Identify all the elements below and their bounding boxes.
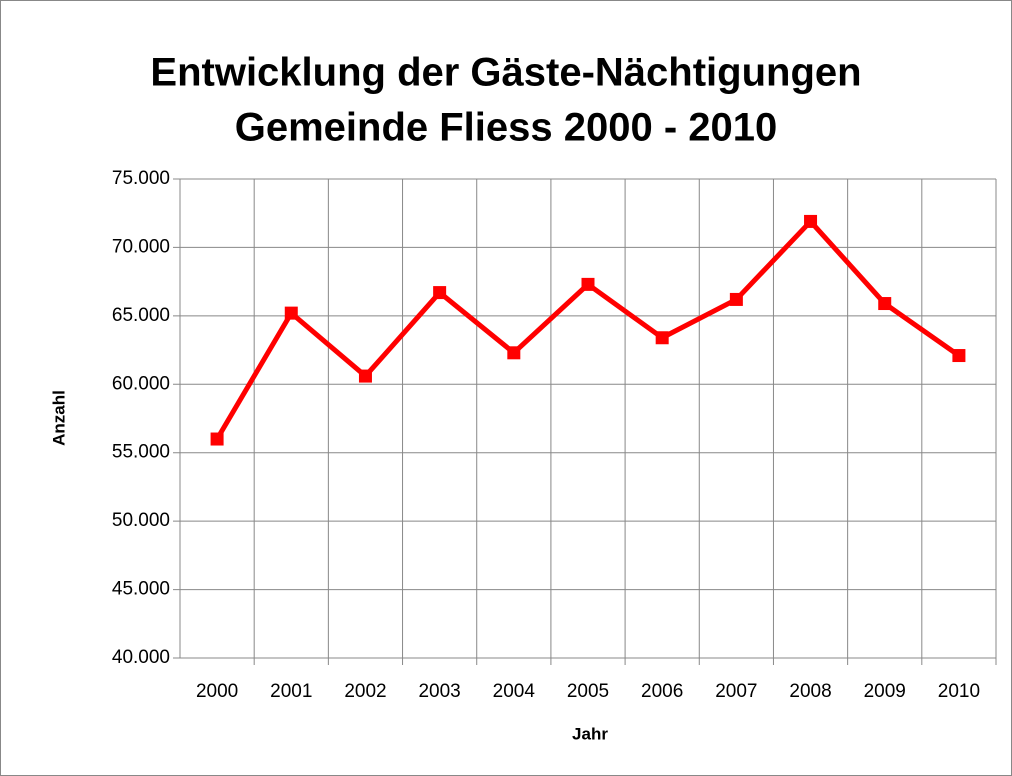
data-marker [655, 331, 669, 345]
y-tick-label: 60.000 [112, 373, 170, 394]
data-marker [878, 297, 892, 311]
data-marker [433, 286, 447, 300]
y-tick-label: 75.000 [112, 168, 170, 189]
data-marker [952, 349, 966, 363]
chart-title: Gemeinde Fliess 2000 - 2010 [235, 106, 778, 150]
x-tick-label: 2009 [864, 681, 906, 702]
y-tick-label: 45.000 [112, 579, 170, 600]
chart-title: Entwicklung der Gäste-Nächtigungen [150, 51, 861, 95]
data-marker [507, 346, 521, 360]
y-axis-title: Anzahl [49, 390, 68, 446]
y-tick-label: 40.000 [112, 647, 170, 668]
data-marker [210, 432, 224, 446]
y-tick-label: 50.000 [112, 510, 170, 531]
y-tick-label: 55.000 [112, 442, 170, 463]
data-marker [284, 306, 298, 320]
data-marker [729, 292, 743, 306]
data-marker [804, 214, 818, 228]
x-tick-label: 2005 [567, 681, 609, 702]
x-tick-label: 2003 [418, 681, 460, 702]
data-marker [581, 277, 595, 291]
y-tick-label: 70.000 [112, 236, 170, 257]
x-tick-label: 2006 [641, 681, 683, 702]
x-tick-label: 2007 [715, 681, 757, 702]
x-tick-label: 2001 [270, 681, 312, 702]
x-tick-label: 2000 [196, 681, 238, 702]
x-axis-title: Jahr [572, 724, 608, 743]
y-tick-label: 65.000 [112, 305, 170, 326]
x-tick-label: 2004 [493, 681, 536, 702]
x-tick-label: 2002 [344, 681, 386, 702]
data-marker [358, 369, 372, 383]
x-tick-label: 2010 [938, 681, 980, 702]
x-tick-label: 2008 [789, 681, 831, 702]
